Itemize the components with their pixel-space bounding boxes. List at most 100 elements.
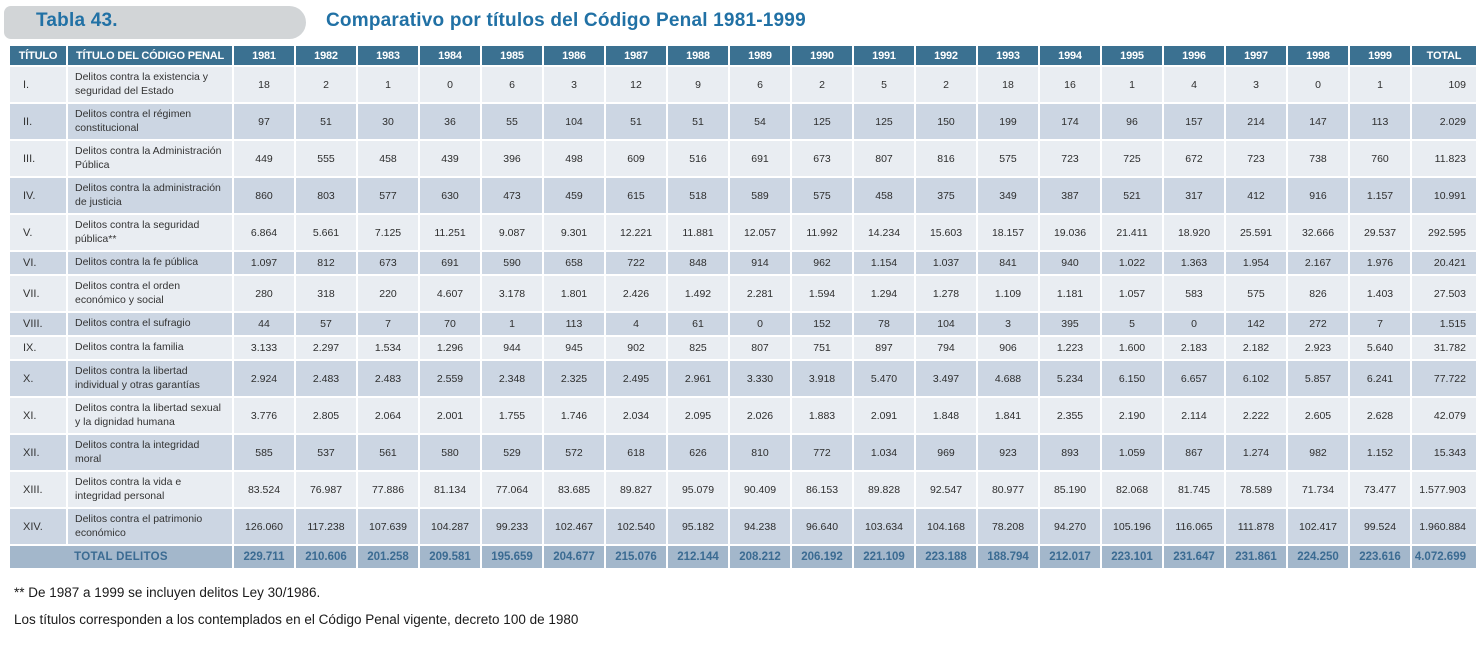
cell-value: 82.068	[1102, 472, 1164, 509]
cell-value: 318	[296, 276, 358, 313]
cell-value: 2.297	[296, 337, 358, 361]
cell-value: 1.848	[916, 398, 978, 435]
cell-value: 2.167	[1288, 252, 1350, 276]
cell-value: 95.079	[668, 472, 730, 509]
cell-value: 81.745	[1164, 472, 1226, 509]
table-row: I. Delitos contra la existencia y segurid…	[10, 67, 1476, 104]
cell-value: 2.034	[606, 398, 668, 435]
cell-value: 7	[1350, 313, 1412, 337]
cell-value: 2.114	[1164, 398, 1226, 435]
cell-value: 521	[1102, 178, 1164, 215]
cell-value: 107.639	[358, 509, 420, 546]
cell-value: 78	[854, 313, 916, 337]
table-row: IX. Delitos contra la familia 3.133 2.297 1.…	[10, 337, 1476, 361]
row-total: 292.595	[1412, 215, 1476, 252]
cell-value: 317	[1164, 178, 1226, 215]
cell-value: 6.657	[1164, 361, 1226, 398]
cell-value: 95.182	[668, 509, 730, 546]
cell-value: 626	[668, 435, 730, 472]
cell-value: 3.497	[916, 361, 978, 398]
title-bar: Tabla 43. Comparativo por títulos del Có…	[4, 5, 1470, 41]
cell-value: 4.688	[978, 361, 1040, 398]
cell-value: 36	[420, 104, 482, 141]
cell-value: 105.196	[1102, 509, 1164, 546]
total-cell-value: 231.647	[1164, 546, 1226, 568]
row-numeral: II.	[10, 104, 68, 141]
cell-value: 89.828	[854, 472, 916, 509]
row-total: 1.960.884	[1412, 509, 1476, 546]
cell-value: 5.640	[1350, 337, 1412, 361]
cell-value: 867	[1164, 435, 1226, 472]
cell-value: 860	[234, 178, 296, 215]
cell-value: 30	[358, 104, 420, 141]
row-total: 42.079	[1412, 398, 1476, 435]
cell-value: 12.221	[606, 215, 668, 252]
cell-value: 658	[544, 252, 606, 276]
row-total: 11.823	[1412, 141, 1476, 178]
row-total: 10.991	[1412, 178, 1476, 215]
cell-value: 529	[482, 435, 544, 472]
cell-value: 2.325	[544, 361, 606, 398]
cell-value: 2.961	[668, 361, 730, 398]
cell-value: 104	[544, 104, 606, 141]
cell-value: 11.992	[792, 215, 854, 252]
cell-value: 77.886	[358, 472, 420, 509]
cell-value: 25.591	[1226, 215, 1288, 252]
row-title: Delitos contra el patrimonio económico	[68, 509, 234, 546]
row-numeral: VI.	[10, 252, 68, 276]
cell-value: 577	[358, 178, 420, 215]
cell-value: 672	[1164, 141, 1226, 178]
cell-value: 944	[482, 337, 544, 361]
cell-value: 969	[916, 435, 978, 472]
cell-value: 825	[668, 337, 730, 361]
total-cell-value: 212.144	[668, 546, 730, 568]
row-title: Delitos contra la libertad sexual y la d…	[68, 398, 234, 435]
cell-value: 272	[1288, 313, 1350, 337]
cell-value: 387	[1040, 178, 1102, 215]
cell-value: 841	[978, 252, 1040, 276]
row-numeral: VII.	[10, 276, 68, 313]
cell-value: 572	[544, 435, 606, 472]
table-row: X. Delitos contra la libertad individual …	[10, 361, 1476, 398]
cell-value: 6	[730, 67, 792, 104]
cell-value: 70	[420, 313, 482, 337]
column-header-year: 1985	[482, 46, 544, 67]
total-cell-value: 221.109	[854, 546, 916, 568]
cell-value: 4	[1164, 67, 1226, 104]
total-cell-value: 206.192	[792, 546, 854, 568]
cell-value: 2.001	[420, 398, 482, 435]
cell-value: 3.133	[234, 337, 296, 361]
cell-value: 1.274	[1226, 435, 1288, 472]
cell-value: 725	[1102, 141, 1164, 178]
row-title: Delitos contra la vida e integridad pers…	[68, 472, 234, 509]
column-header-total: TOTAL	[1412, 46, 1476, 67]
cell-value: 152	[792, 313, 854, 337]
cell-value: 1.746	[544, 398, 606, 435]
cell-value: 6.864	[234, 215, 296, 252]
footnotes: ** De 1987 a 1999 se incluyen delitos Le…	[14, 585, 1470, 627]
cell-value: 81.134	[420, 472, 482, 509]
column-header-year: 1993	[978, 46, 1040, 67]
column-header-year: 1988	[668, 46, 730, 67]
cell-value: 691	[730, 141, 792, 178]
cell-value: 16	[1040, 67, 1102, 104]
cell-value: 982	[1288, 435, 1350, 472]
table-number-pill	[4, 6, 306, 39]
cell-value: 94.238	[730, 509, 792, 546]
cell-value: 439	[420, 141, 482, 178]
cell-value: 2.190	[1102, 398, 1164, 435]
cell-value: 2.628	[1350, 398, 1412, 435]
cell-value: 104.168	[916, 509, 978, 546]
total-cell-value: 223.101	[1102, 546, 1164, 568]
cell-value: 7.125	[358, 215, 420, 252]
cell-value: 1.801	[544, 276, 606, 313]
cell-value: 6.102	[1226, 361, 1288, 398]
row-total: 15.343	[1412, 435, 1476, 472]
cell-value: 1.954	[1226, 252, 1288, 276]
row-title: Delitos contra la administración de just…	[68, 178, 234, 215]
row-total: 77.722	[1412, 361, 1476, 398]
cell-value: 458	[358, 141, 420, 178]
cell-value: 2.483	[358, 361, 420, 398]
cell-value: 1	[482, 313, 544, 337]
cell-value: 1	[1102, 67, 1164, 104]
